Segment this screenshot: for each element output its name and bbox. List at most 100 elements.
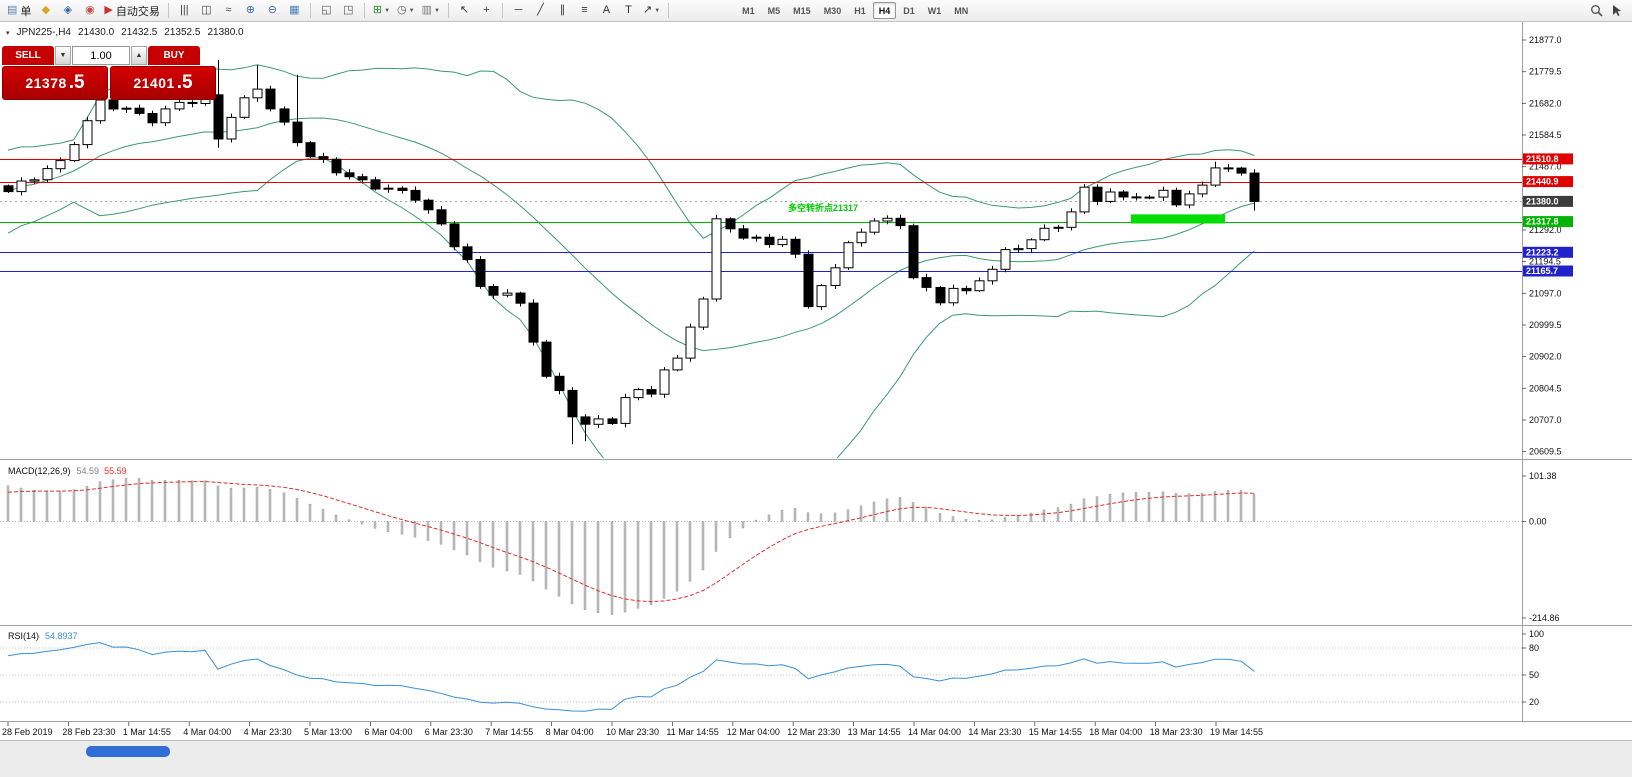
- chart-area: 多空转折点21317 MACD(12,26,9) 54.59 55.59 RSI(14)…: [0, 22, 1632, 740]
- volume-increase-button[interactable]: ▲: [131, 46, 147, 65]
- navigator-button[interactable]: ◉: [79, 1, 100, 20]
- timeframe-mn-button[interactable]: MN: [948, 2, 974, 19]
- autotrading-button[interactable]: ▶ 自动交易: [101, 1, 162, 20]
- candlestick-chart-button[interactable]: ◫: [196, 1, 217, 20]
- svg-text:18 Mar 23:30: 18 Mar 23:30: [1150, 727, 1203, 737]
- status-bar: [0, 740, 1632, 777]
- candlestick-chart-icon: ◫: [201, 4, 212, 16]
- one-click-collapse-icon[interactable]: ▾: [6, 29, 10, 37]
- timeframe-h4-button[interactable]: H4: [872, 2, 897, 19]
- sell-price-frac: .5: [68, 72, 85, 93]
- horizontal-line-button[interactable]: ─: [508, 1, 529, 20]
- svg-text:21779.5: 21779.5: [1529, 67, 1562, 77]
- toolbar-group: ⊞ ▼ ◷ ▼ ▥ ▼: [370, 1, 443, 20]
- autotrading-icon: ▶: [104, 4, 113, 16]
- quick-search-button[interactable]: [1586, 1, 1607, 20]
- svg-text:20902.0: 20902.0: [1529, 352, 1562, 362]
- timeframe-m1-button[interactable]: M1: [736, 2, 761, 19]
- price-tag: [1523, 216, 1573, 228]
- main-chart-panel: 多空转折点21317: [0, 60, 1522, 458]
- svg-text:14 Mar 04:00: 14 Mar 04:00: [908, 727, 961, 737]
- timeframe-m30-button[interactable]: M30: [818, 2, 848, 19]
- arrange-windows-button[interactable]: ◳: [338, 1, 359, 20]
- data-window-icon: ◈: [63, 4, 73, 16]
- svg-text:21877.0: 21877.0: [1529, 35, 1562, 45]
- main-toolbar: ▤ 单 ◆ ◈ ◉ ▶ 自动交易 ||| ◫ ≈ ⊕ ⊖ ▦ ◱ ◳ ⊞ ▼ ◷ ▼ ▥ ▼ ↖ + ─ ╱ ∥ ≡ A T ↗ ▼ M1 M5…: [0, 0, 1632, 22]
- svg-text:13 Mar 14:55: 13 Mar 14:55: [848, 727, 901, 737]
- text-label-button[interactable]: T: [618, 1, 639, 20]
- svg-text:19 Mar 14:55: 19 Mar 14:55: [1210, 727, 1263, 737]
- trendline-button[interactable]: ╱: [530, 1, 551, 20]
- equidistant-channel-button[interactable]: ∥: [552, 1, 573, 20]
- timeframe-h1-button[interactable]: H1: [848, 2, 872, 19]
- sell-button[interactable]: 21378 .5: [2, 66, 108, 100]
- svg-text:100: 100: [1529, 629, 1544, 639]
- data-window-button[interactable]: ◈: [57, 1, 78, 20]
- timeframe-m5-button[interactable]: M5: [762, 2, 787, 19]
- toolbar-separator: [309, 3, 311, 18]
- fibonacci-button[interactable]: ≡: [574, 1, 595, 20]
- svg-text:28 Feb 23:30: 28 Feb 23:30: [62, 727, 115, 737]
- bar-close-value: 21380.0: [207, 27, 244, 38]
- sell-label[interactable]: SELL: [2, 46, 54, 65]
- macd-panel: [0, 478, 1522, 615]
- toolbar-separator: [447, 3, 449, 18]
- trendline-icon: ╱: [537, 4, 544, 16]
- templates-button[interactable]: ▥ ▼: [419, 1, 443, 20]
- svg-text:7 Mar 14:55: 7 Mar 14:55: [485, 727, 533, 737]
- tile-windows-button[interactable]: ▦: [284, 1, 305, 20]
- price-tag: [1523, 176, 1573, 188]
- pointer-tool-button[interactable]: [1607, 1, 1628, 20]
- timeframe-m15-button[interactable]: M15: [787, 2, 817, 19]
- svg-text:12 Mar 04:00: 12 Mar 04:00: [727, 727, 780, 737]
- svg-text:21165.7: 21165.7: [1526, 266, 1558, 276]
- text-button[interactable]: A: [596, 1, 617, 20]
- one-click-trading-panel: SELL ▼ ▲ BUY 21378 .5 21401 .5: [2, 46, 216, 100]
- equidistant-channel-icon: ∥: [559, 4, 566, 16]
- svg-text:21584.5: 21584.5: [1529, 130, 1562, 140]
- line-chart-icon: ≈: [225, 4, 232, 16]
- sell-price: 21378: [25, 75, 67, 91]
- buy-button[interactable]: 21401 .5: [110, 66, 216, 100]
- zoom-in-button[interactable]: ⊕: [240, 1, 261, 20]
- toolbar-right-groups: [1586, 0, 1628, 21]
- zoom-out-icon: ⊖: [267, 4, 277, 16]
- svg-text:101.38: 101.38: [1529, 471, 1557, 481]
- new-order-button[interactable]: ▤ 单: [4, 1, 34, 20]
- timeframe-d1-button[interactable]: D1: [897, 2, 921, 19]
- timeframe-w1-button[interactable]: W1: [922, 2, 948, 19]
- cascade-windows-button[interactable]: ◱: [316, 1, 337, 20]
- arrows-button[interactable]: ↗ ▼: [640, 1, 663, 20]
- volume-input[interactable]: [72, 46, 130, 65]
- volume-decrease-button[interactable]: ▼: [55, 46, 71, 65]
- dropdown-caret-icon: ▼: [408, 7, 415, 14]
- svg-text:12 Mar 23:30: 12 Mar 23:30: [787, 727, 840, 737]
- svg-text:20609.5: 20609.5: [1529, 447, 1562, 457]
- status-badge[interactable]: [86, 746, 170, 757]
- cursor-button[interactable]: ↖: [454, 1, 475, 20]
- bar-chart-button[interactable]: |||: [174, 1, 195, 20]
- buy-label[interactable]: BUY: [148, 46, 200, 65]
- dropdown-caret-icon: ▼: [384, 7, 391, 14]
- price-tag: [1523, 153, 1573, 165]
- svg-text:15 Mar 14:55: 15 Mar 14:55: [1029, 727, 1082, 737]
- svg-text:-214.86: -214.86: [1529, 613, 1560, 623]
- time-axis: 28 Feb 2019 28 Feb 23:30 1 Mar 14:55 4 Mar …: [2, 722, 1263, 737]
- svg-text:20999.5: 20999.5: [1529, 320, 1562, 330]
- toolbar-left-groups: ▤ 单 ◆ ◈ ◉ ▶ 自动交易 ||| ◫ ≈ ⊕ ⊖ ▦ ◱ ◳ ⊞ ▼ ◷ ▼ ▥ ▼ ↖ + ─ ╱ ∥ ≡ A T ↗ ▼ M1 M5…: [4, 0, 974, 21]
- new-order-icon: ▤: [7, 4, 18, 16]
- price-tag: [1523, 195, 1573, 207]
- zoom-out-button[interactable]: ⊖: [262, 1, 283, 20]
- indicators-button[interactable]: ⊞ ▼: [370, 1, 393, 20]
- svg-text:11 Mar 14:55: 11 Mar 14:55: [666, 727, 718, 737]
- candles-layer: [3, 60, 1260, 445]
- periods-button[interactable]: ◷ ▼: [394, 1, 418, 20]
- dropdown-caret-icon: ▼: [434, 7, 440, 14]
- crosshair-button[interactable]: +: [476, 1, 497, 20]
- svg-text:14 Mar 23:30: 14 Mar 23:30: [968, 727, 1021, 737]
- svg-text:21380.0: 21380.0: [1526, 196, 1559, 206]
- line-chart-button[interactable]: ≈: [218, 1, 239, 20]
- toolbar-separator: [167, 3, 169, 18]
- market-watch-button[interactable]: ◆: [35, 1, 56, 20]
